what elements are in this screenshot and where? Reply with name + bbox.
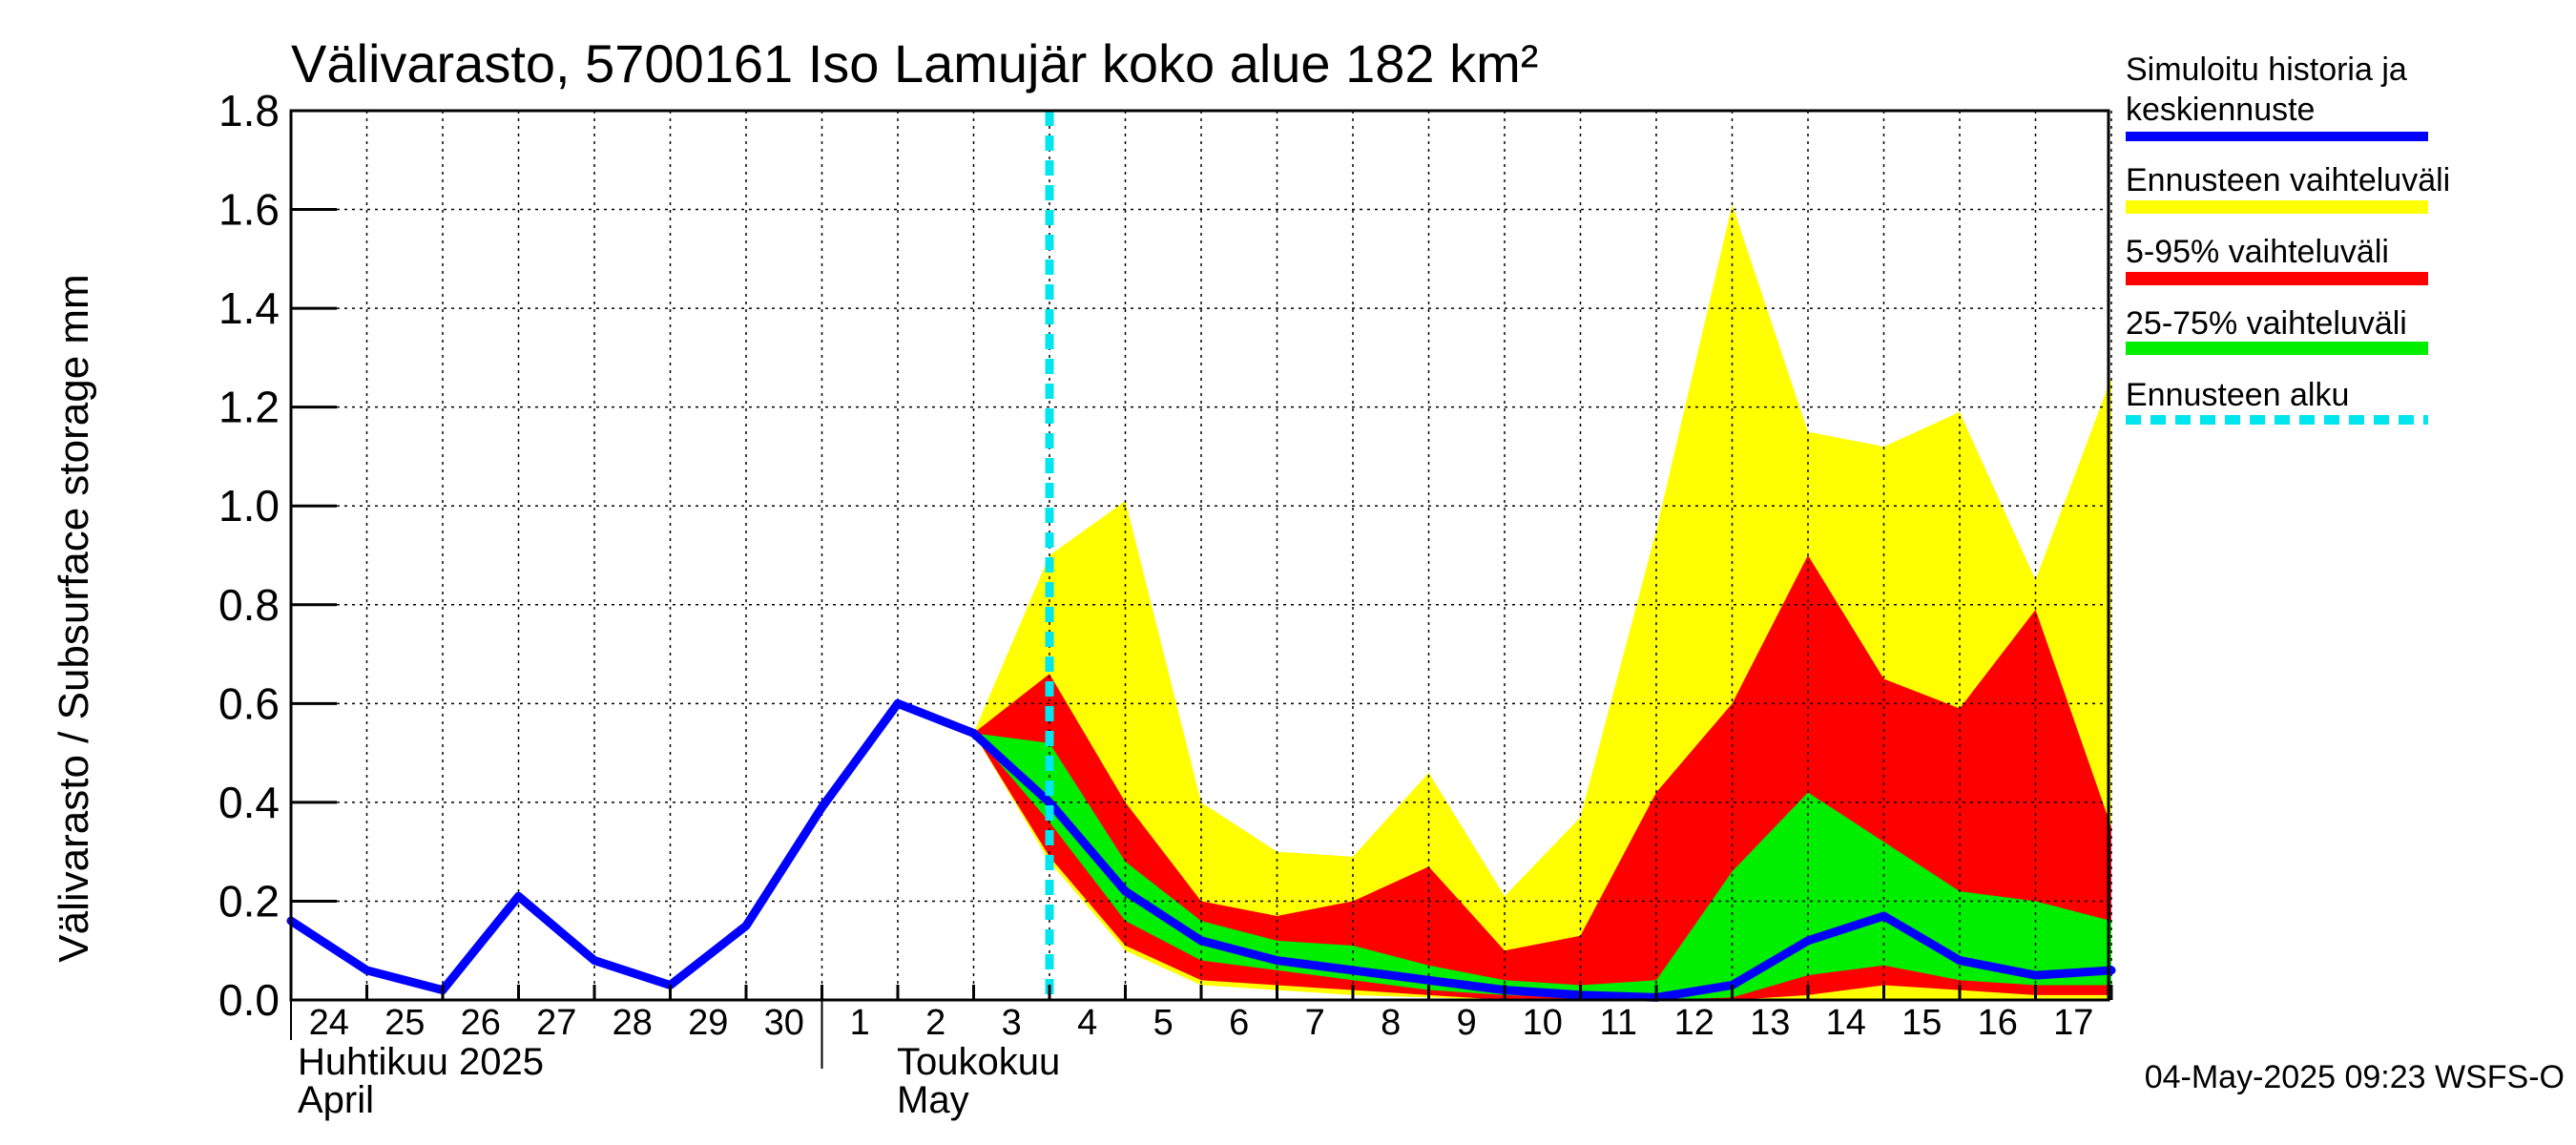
x-tick-label: 26 — [461, 1003, 501, 1043]
x-tick-label: 3 — [1002, 1003, 1022, 1043]
x-tick-label: 8 — [1381, 1003, 1401, 1043]
chart-title: Välivarasto, 5700161 Iso Lamujär koko al… — [291, 33, 1538, 94]
legend-label-p25-75: 25-75% vaihteluväli — [2126, 305, 2407, 342]
x-tick-label: 15 — [1901, 1003, 1942, 1043]
x-tick-label: 10 — [1523, 1003, 1563, 1043]
y-tick-label: 1.0 — [218, 481, 280, 531]
x-tick-label: 7 — [1305, 1003, 1325, 1043]
x-tick-label: 27 — [536, 1003, 576, 1043]
y-tick-label: 0.6 — [218, 678, 280, 728]
month-label-april-en: April — [298, 1079, 374, 1121]
x-tick-label: 25 — [384, 1003, 425, 1043]
y-tick-label: 0.8 — [218, 580, 280, 630]
data-lines — [286, 111, 2116, 1002]
legend-label-forecast-start: Ennusteen alku — [2126, 377, 2349, 413]
y-tick-label: 0.0 — [218, 975, 280, 1025]
legend-label-history-line1: Simuloitu historia ja — [2126, 52, 2407, 88]
y-tick-label: 1.6 — [218, 185, 280, 235]
x-axis: 24 25 26 27 28 29 30 1 2 3 4 5 6 7 8 9 10 11 12 13 14 15 16 17 — [289, 985, 2113, 1069]
x-tick-label: 24 — [309, 1003, 349, 1043]
y-axis: 0.0 0.2 0.4 0.6 0.8 1.0 1.2 1.4 1.6 1.8 — [218, 86, 337, 1025]
x-tick-label: 28 — [613, 1003, 653, 1043]
legend-label-history-line2: keskiennuste — [2126, 92, 2315, 128]
y-tick-label: 1.8 — [218, 86, 280, 135]
y-tick-label: 0.2 — [218, 876, 280, 926]
y-tick-label: 0.4 — [218, 778, 280, 827]
history-line — [286, 698, 978, 995]
y-tick-label: 1.4 — [218, 283, 280, 333]
x-tick-label: 4 — [1077, 1003, 1097, 1043]
legend: Simuloitu historia ja keskiennuste Ennus… — [2126, 52, 2450, 425]
x-tick-label: 14 — [1826, 1003, 1866, 1043]
x-tick-label: 11 — [1600, 1003, 1637, 1043]
grid — [291, 110, 2112, 1001]
month-label-may-en: May — [897, 1079, 969, 1121]
y-tick-label: 1.2 — [218, 383, 280, 432]
x-tick-label: 16 — [1978, 1003, 2018, 1043]
x-tick-label: 13 — [1750, 1003, 1790, 1043]
x-tick-label: 5 — [1153, 1003, 1174, 1043]
legend-label-p5-95: 5-95% vaihteluväli — [2126, 234, 2389, 270]
x-tick-label: 6 — [1229, 1003, 1249, 1043]
month-label-may-fi: Toukokuu — [897, 1041, 1060, 1083]
x-tick-label: 17 — [2053, 1003, 2093, 1043]
x-tick-label: 12 — [1674, 1003, 1714, 1043]
footer-timestamp: 04-May-2025 09:23 WSFS-O — [2145, 1059, 2565, 1095]
month-label-april-fi: Huhtikuu 2025 — [298, 1041, 544, 1083]
x-tick-label: 1 — [850, 1003, 870, 1043]
x-tick-label: 30 — [764, 1003, 804, 1043]
forecast-median-line — [969, 728, 2116, 1002]
legend-label-range: Ennusteen vaihteluväli — [2126, 162, 2450, 198]
y-axis-label: Välivarasto / Subsurface storage mm — [51, 274, 97, 962]
x-tick-label: 9 — [1457, 1003, 1477, 1043]
x-tick-label: 29 — [688, 1003, 728, 1043]
x-tick-label: 2 — [925, 1003, 945, 1043]
